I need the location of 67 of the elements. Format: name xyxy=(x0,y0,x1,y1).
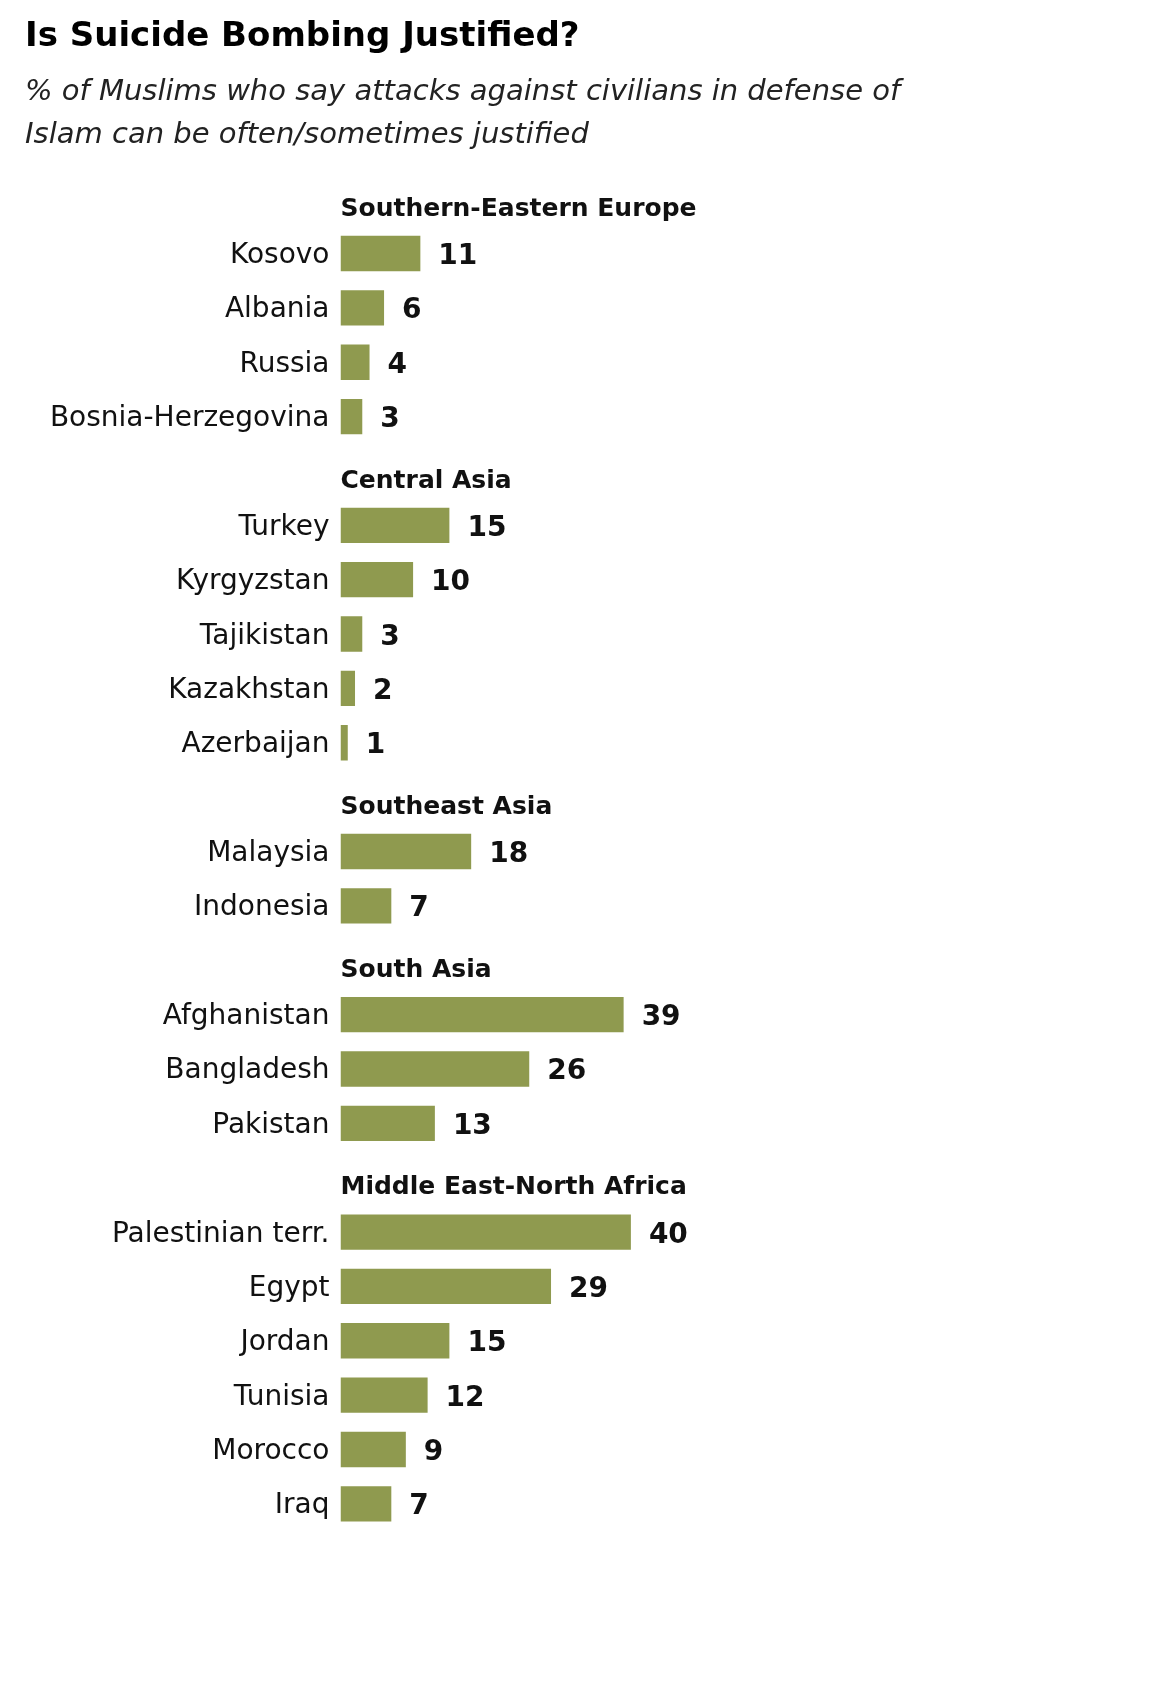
y-tick-label: Indonesia xyxy=(194,888,330,922)
y-tick-label: Turkey xyxy=(237,508,330,542)
bar xyxy=(340,561,414,597)
bar xyxy=(340,1105,435,1141)
bar xyxy=(340,398,363,434)
data-label: 29 xyxy=(569,1270,608,1304)
data-label: 4 xyxy=(387,346,408,380)
data-label: 13 xyxy=(452,1107,492,1141)
bar xyxy=(340,833,472,869)
data-label: 11 xyxy=(438,237,478,271)
data-label: 6 xyxy=(402,291,422,325)
data-label: 39 xyxy=(641,998,681,1032)
data-label: 3 xyxy=(380,400,400,434)
y-tick-label: Russia xyxy=(239,345,330,379)
data-label: 2 xyxy=(373,672,393,706)
y-tick-label: Kazakhstan xyxy=(168,671,330,705)
data-label: 3 xyxy=(380,618,400,652)
annotation: Central Asia xyxy=(340,464,512,494)
bar xyxy=(340,1213,631,1250)
data-label: 18 xyxy=(489,835,529,869)
bar xyxy=(340,344,370,380)
bar xyxy=(340,670,356,706)
y-tick-label: Kyrgyzstan xyxy=(176,562,330,596)
bar xyxy=(340,996,624,1032)
y-tick-label: Afghanistan xyxy=(162,997,330,1031)
y-tick-label: Tajikistan xyxy=(198,617,330,651)
data-label: 10 xyxy=(431,563,471,597)
y-tick-label: Jordan xyxy=(238,1323,330,1357)
y-tick-label: Morocco xyxy=(212,1432,330,1466)
data-label: 7 xyxy=(409,1487,429,1521)
data-label: 9 xyxy=(423,1433,444,1467)
y-tick-label: Kosovo xyxy=(229,236,330,270)
bar xyxy=(340,1050,530,1087)
y-tick-label: Palestinian terr. xyxy=(111,1215,330,1249)
y-tick-label: Pakistan xyxy=(212,1106,330,1140)
chart-subtitle: % of Muslims who say attacks against civilians in defense of Islam can be often/sometimes justified xyxy=(25,71,905,153)
y-tick-label: Malaysia xyxy=(207,834,330,868)
bar xyxy=(340,1431,406,1467)
data-label: 26 xyxy=(547,1053,587,1087)
data-label: 12 xyxy=(445,1379,485,1413)
data-label: 15 xyxy=(467,509,507,543)
y-tick-label: Egypt xyxy=(248,1269,330,1303)
data-label: 40 xyxy=(648,1216,688,1250)
data-label: 15 xyxy=(467,1324,507,1358)
bar xyxy=(340,1485,392,1522)
chart-title: Is Suicide Bombing Justified? xyxy=(25,13,580,56)
annotation: South Asia xyxy=(340,953,492,983)
annotation: Middle East-North Africa xyxy=(340,1170,687,1200)
bar xyxy=(340,887,392,924)
bar xyxy=(340,724,348,760)
bar xyxy=(340,1268,552,1304)
data-label: 1 xyxy=(365,726,386,760)
data-label: 7 xyxy=(409,889,429,923)
bar xyxy=(340,235,421,271)
bar xyxy=(340,507,450,543)
bar xyxy=(340,1322,450,1359)
annotation: Southeast Asia xyxy=(340,790,553,820)
bar xyxy=(340,1377,428,1413)
bar xyxy=(340,615,363,652)
y-tick-label: Albania xyxy=(224,290,330,324)
y-tick-label: Iraq xyxy=(274,1486,330,1520)
y-tick-label: Bosnia-Herzegovina xyxy=(49,399,330,433)
y-tick-label: Bangladesh xyxy=(165,1052,330,1086)
annotation: Southern-Eastern Europe xyxy=(340,192,697,222)
y-tick-label: Tunisia xyxy=(232,1378,330,1412)
bar xyxy=(340,289,385,326)
y-tick-label: Azerbaijan xyxy=(181,725,330,759)
